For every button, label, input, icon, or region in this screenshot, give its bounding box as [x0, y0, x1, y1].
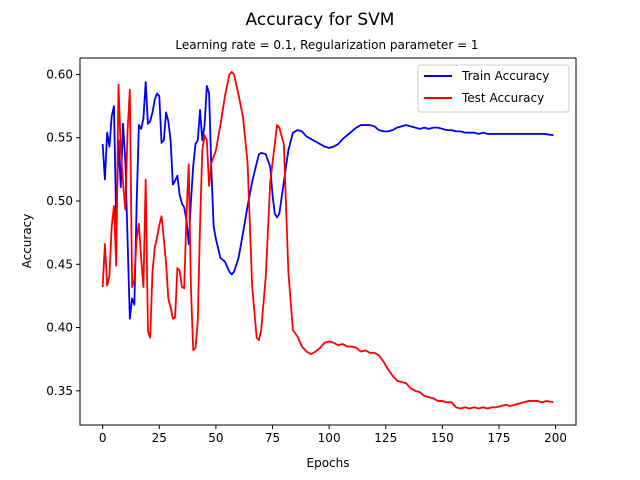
x-axis-label: Epochs: [307, 456, 350, 470]
x-tick-label: 75: [265, 431, 280, 445]
y-tick-label: 0.45: [46, 257, 73, 271]
legend-train-label: Train Accuracy: [461, 69, 549, 83]
y-axis-label: Accuracy: [20, 214, 34, 269]
x-tick-label: 25: [152, 431, 167, 445]
legend-frame: [417, 64, 570, 113]
series-line-test-accuracy: [101, 71, 554, 410]
x-tick-label: 175: [488, 431, 511, 445]
legend-test-label: Test Accuracy: [461, 91, 544, 105]
x-tick-label: 200: [544, 431, 567, 445]
x-tick-label: 0: [99, 431, 107, 445]
x-tick-label: 125: [374, 431, 397, 445]
y-tick-label: 0.60: [46, 67, 73, 81]
x-tick-label: 150: [431, 431, 454, 445]
y-tick-label: 0.40: [46, 321, 73, 335]
x-tick-label: 50: [208, 431, 223, 445]
legend: Train Accuracy Test Accuracy: [417, 64, 570, 113]
y-tick-label: 0.55: [46, 131, 73, 145]
chart-subtitle: Learning rate = 0.1, Regularization para…: [175, 38, 478, 52]
series-layer: [101, 71, 554, 410]
plot-area-frame: [79, 57, 577, 426]
chart-title: Accuracy for SVM: [246, 10, 395, 30]
x-axis-ticks: 0 25 50 75 100 125 150 175 200: [99, 425, 567, 445]
y-axis-ticks: 0.35 0.40 0.45 0.50 0.55 0.60: [46, 67, 80, 398]
y-tick-label: 0.50: [46, 194, 73, 208]
x-tick-label: 100: [318, 431, 341, 445]
series-line-train-accuracy: [101, 81, 554, 320]
y-tick-label: 0.35: [46, 384, 73, 398]
